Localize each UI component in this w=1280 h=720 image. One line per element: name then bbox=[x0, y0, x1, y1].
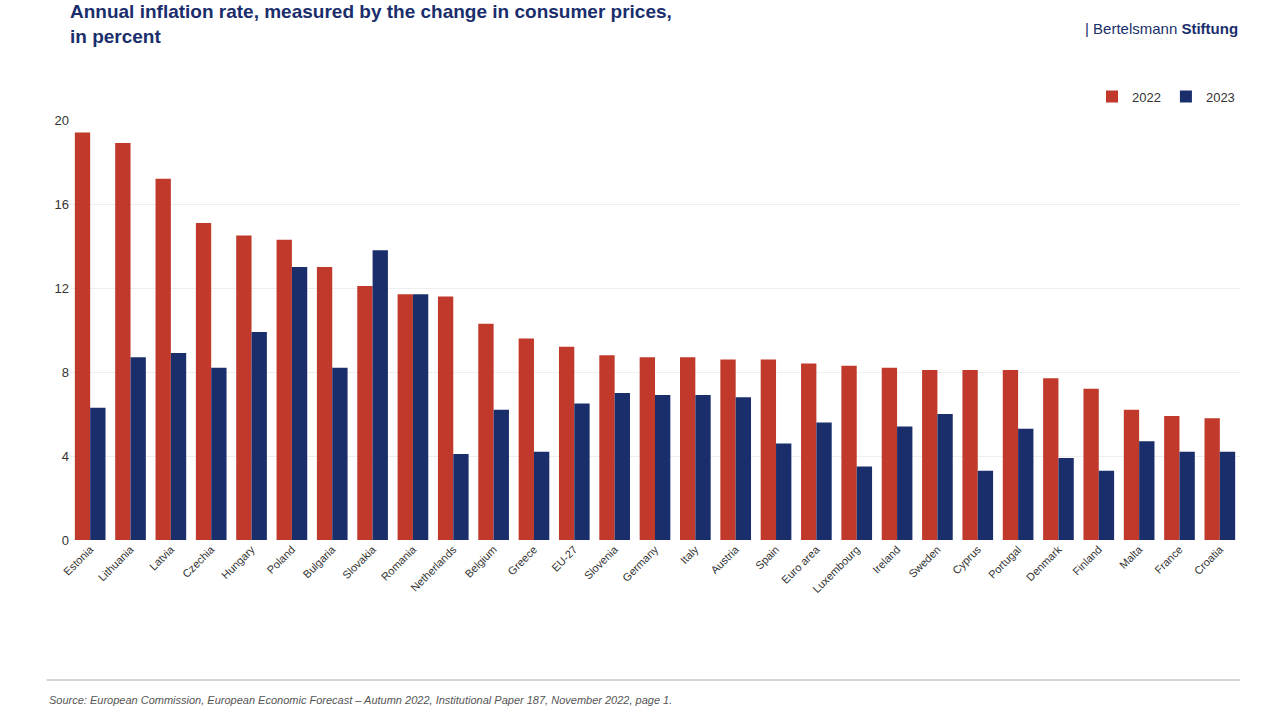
svg-text:Source: European Commission, E: Source: European Commission, European Ec… bbox=[49, 694, 672, 706]
svg-text:Sweden: Sweden bbox=[906, 543, 943, 580]
svg-text:Hungary: Hungary bbox=[219, 543, 257, 581]
svg-text:8: 8 bbox=[62, 365, 69, 380]
svg-text:Germany: Germany bbox=[620, 543, 661, 584]
svg-text:Belgium: Belgium bbox=[462, 543, 499, 580]
svg-text:12: 12 bbox=[55, 281, 69, 296]
svg-text:Ireland: Ireland bbox=[870, 543, 902, 575]
svg-text:Austria: Austria bbox=[708, 543, 741, 576]
svg-text:Finland: Finland bbox=[1070, 543, 1104, 577]
svg-text:EU-27: EU-27 bbox=[549, 543, 580, 574]
svg-text:Netherlands: Netherlands bbox=[408, 543, 459, 594]
svg-text:Slovakia: Slovakia bbox=[340, 543, 379, 582]
svg-text:Spain: Spain bbox=[753, 543, 781, 571]
svg-text:0: 0 bbox=[62, 533, 69, 548]
svg-text:20: 20 bbox=[55, 113, 69, 128]
svg-text:Czechia: Czechia bbox=[180, 543, 217, 580]
svg-text:Annual inflation rate, measure: Annual inflation rate, measured by the c… bbox=[70, 1, 672, 47]
svg-text:Euro area: Euro area bbox=[779, 543, 822, 586]
svg-text:| Bertelsmann Stiftung: | Bertelsmann Stiftung bbox=[1085, 20, 1238, 37]
svg-text:Greece: Greece bbox=[505, 543, 539, 577]
svg-text:2023: 2023 bbox=[1206, 90, 1235, 105]
svg-text:Malta: Malta bbox=[1117, 543, 1145, 571]
svg-text:Slovenia: Slovenia bbox=[582, 543, 621, 582]
svg-text:2022: 2022 bbox=[1132, 90, 1161, 105]
svg-text:Cyprus: Cyprus bbox=[950, 543, 983, 576]
svg-text:16: 16 bbox=[55, 197, 69, 212]
svg-text:Italy: Italy bbox=[678, 543, 701, 566]
svg-text:Bulgaria: Bulgaria bbox=[301, 543, 339, 581]
svg-text:Poland: Poland bbox=[264, 543, 297, 576]
svg-text:Denmark: Denmark bbox=[1024, 543, 1064, 583]
svg-text:4: 4 bbox=[62, 449, 69, 464]
svg-text:Estonia: Estonia bbox=[61, 543, 96, 578]
svg-text:Latvia: Latvia bbox=[147, 543, 177, 573]
svg-text:Croatia: Croatia bbox=[1192, 543, 1226, 577]
svg-text:Luxembourg: Luxembourg bbox=[810, 543, 862, 595]
svg-text:Romania: Romania bbox=[379, 543, 419, 583]
svg-text:Portugal: Portugal bbox=[986, 543, 1023, 580]
svg-text:France: France bbox=[1152, 543, 1185, 576]
svg-text:Lithuania: Lithuania bbox=[96, 543, 137, 584]
